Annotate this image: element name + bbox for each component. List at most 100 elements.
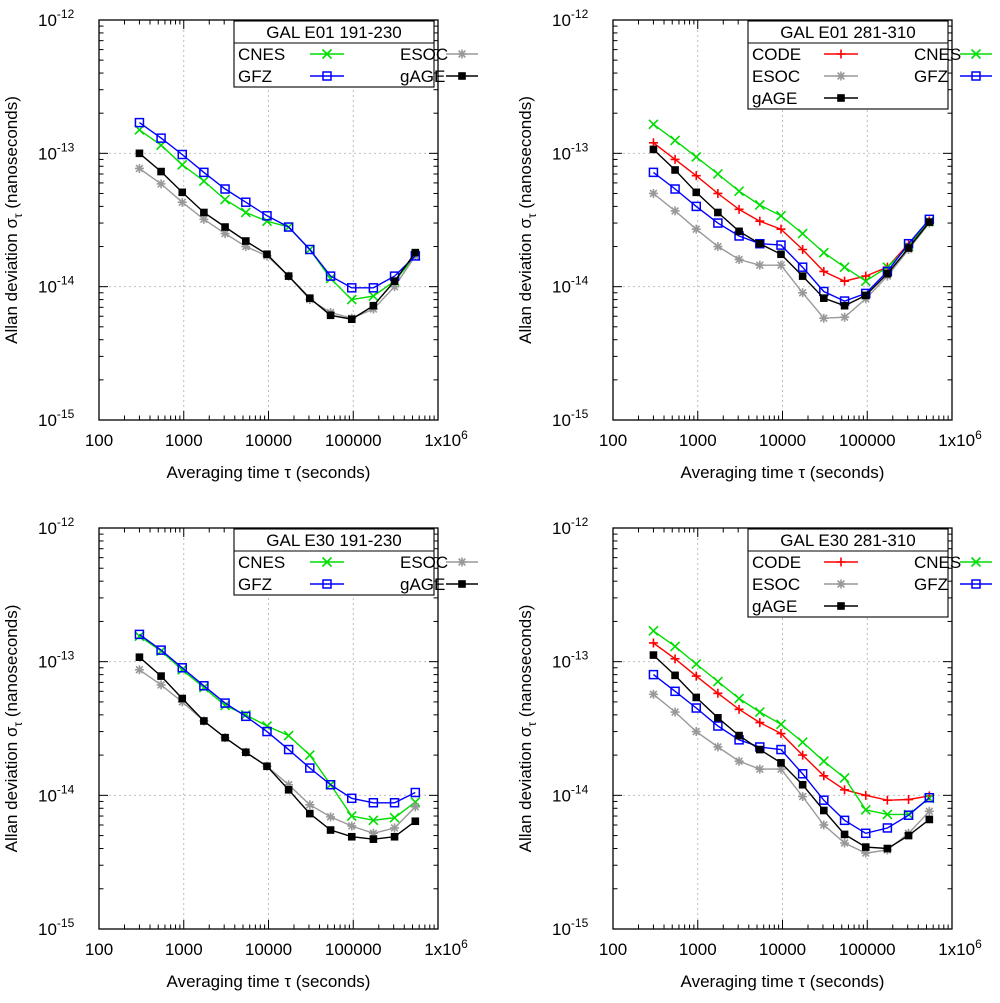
legend-marker-code [836,557,846,567]
data-point-gfz [156,133,166,143]
data-point-code [840,785,850,795]
data-point-gfz [713,218,723,228]
data-point-gage [820,806,828,815]
data-point-cnes [346,294,357,305]
x-tick-label: 1000 [165,940,203,959]
x-tick-label: 1x106 [424,428,468,450]
data-point-gfz [134,629,145,640]
x-tick-label: 100 [599,940,627,959]
legend-marker-esoc [457,557,467,567]
data-point-gage [135,149,144,158]
data-point-esoc [734,254,744,264]
data-point-cnes [368,815,379,826]
data-point-cnes [860,276,871,287]
legend-title: GAL E30 281-310 [780,531,915,550]
data-point-gfz [325,271,336,281]
data-point-code [840,276,850,286]
y-tick-label: 10-15 [552,916,589,939]
data-point-esoc [305,800,315,810]
data-point-cnes [797,228,808,239]
data-point-cnes [177,664,188,675]
data-point-gfz [368,283,379,293]
legend-marker-esoc [836,579,846,589]
data-point-gfz [262,211,272,221]
data-point-esoc [776,764,786,774]
data-point-esoc [776,260,786,270]
y-tick-label: 10-13 [552,140,589,163]
data-point-gfz [691,201,701,212]
series-gfz [648,669,935,839]
data-point-cnes [733,693,745,704]
data-point-gage [671,671,679,680]
data-point-gage [883,844,892,853]
legend-label-code: CODE [752,553,801,572]
series-gage [135,149,420,324]
data-point-esoc [177,197,187,207]
data-point-gfz [305,244,315,255]
data-point-code [734,204,744,214]
data-point-gfz [177,663,187,673]
data-point-gage [157,167,165,176]
data-point-gage [369,301,378,310]
data-point-gage [306,809,314,818]
data-point-gage [411,817,420,826]
data-point-code [648,638,658,648]
data-point-code [713,688,723,698]
data-point-cnes [283,730,294,741]
x-tick-label: 100000 [839,940,896,959]
data-point-gage [221,733,229,742]
legend-title: GAL E01 281-310 [780,23,915,42]
data-point-cnes [712,676,723,687]
data-point-gfz [648,167,659,178]
data-point-code [734,704,744,714]
data-point-cnes [325,273,336,284]
data-point-esoc [156,680,166,690]
series-gage [649,651,934,853]
data-point-cnes [648,119,659,130]
x-tick-label: 1x106 [938,428,982,450]
legend-label-gage: gAGE [752,597,797,616]
data-point-gage [649,651,658,659]
data-point-gfz [797,769,808,779]
data-point-cnes [219,700,231,711]
data-point-code [861,790,871,800]
data-point-cnes [797,737,808,748]
series-line-cnes [652,630,930,816]
data-point-gage [242,237,250,245]
x-tick-label: 1x106 [424,937,468,959]
y-axis-label: Allan deviation στ (nanoseconds) [516,96,539,344]
data-point-gage [714,714,722,722]
series-cnes [134,124,421,305]
data-point-code [670,654,680,664]
series-line-gage [138,656,416,840]
x-tick-label: 1000 [679,431,717,450]
data-point-cnes [691,151,702,162]
y-tick-label: 10-14 [552,274,589,297]
legend: GAL E30 281-310 CODE CNES ESOC GFZ gAGE [747,528,992,618]
data-point-gfz [134,117,145,128]
data-point-esoc [134,163,144,173]
data-point-code [691,671,701,681]
x-axis-label: Averaging time τ (seconds) [681,463,885,482]
data-point-esoc [861,848,871,858]
data-point-gfz [713,721,723,731]
data-point-gage [221,223,229,231]
y-tick-label: 10-13 [552,649,589,672]
data-point-cnes [775,210,787,221]
data-point-gage [714,208,722,217]
series-gage [649,145,934,310]
y-tick-label: 10-12 [38,515,75,538]
data-point-gfz [670,686,680,697]
data-point-gfz [648,669,659,680]
data-point-code [755,718,765,728]
legend-label-gage: gAGE [400,575,445,594]
data-point-gage [347,315,356,324]
data-point-code [819,266,829,276]
data-point-gfz [199,167,209,178]
data-point-esoc [691,727,701,737]
data-point-esoc [840,312,850,322]
data-point-cnes [860,804,871,815]
series-line-gfz [138,122,416,289]
data-point-cnes [670,641,681,652]
legend-title: GAL E30 191-230 [266,531,401,550]
